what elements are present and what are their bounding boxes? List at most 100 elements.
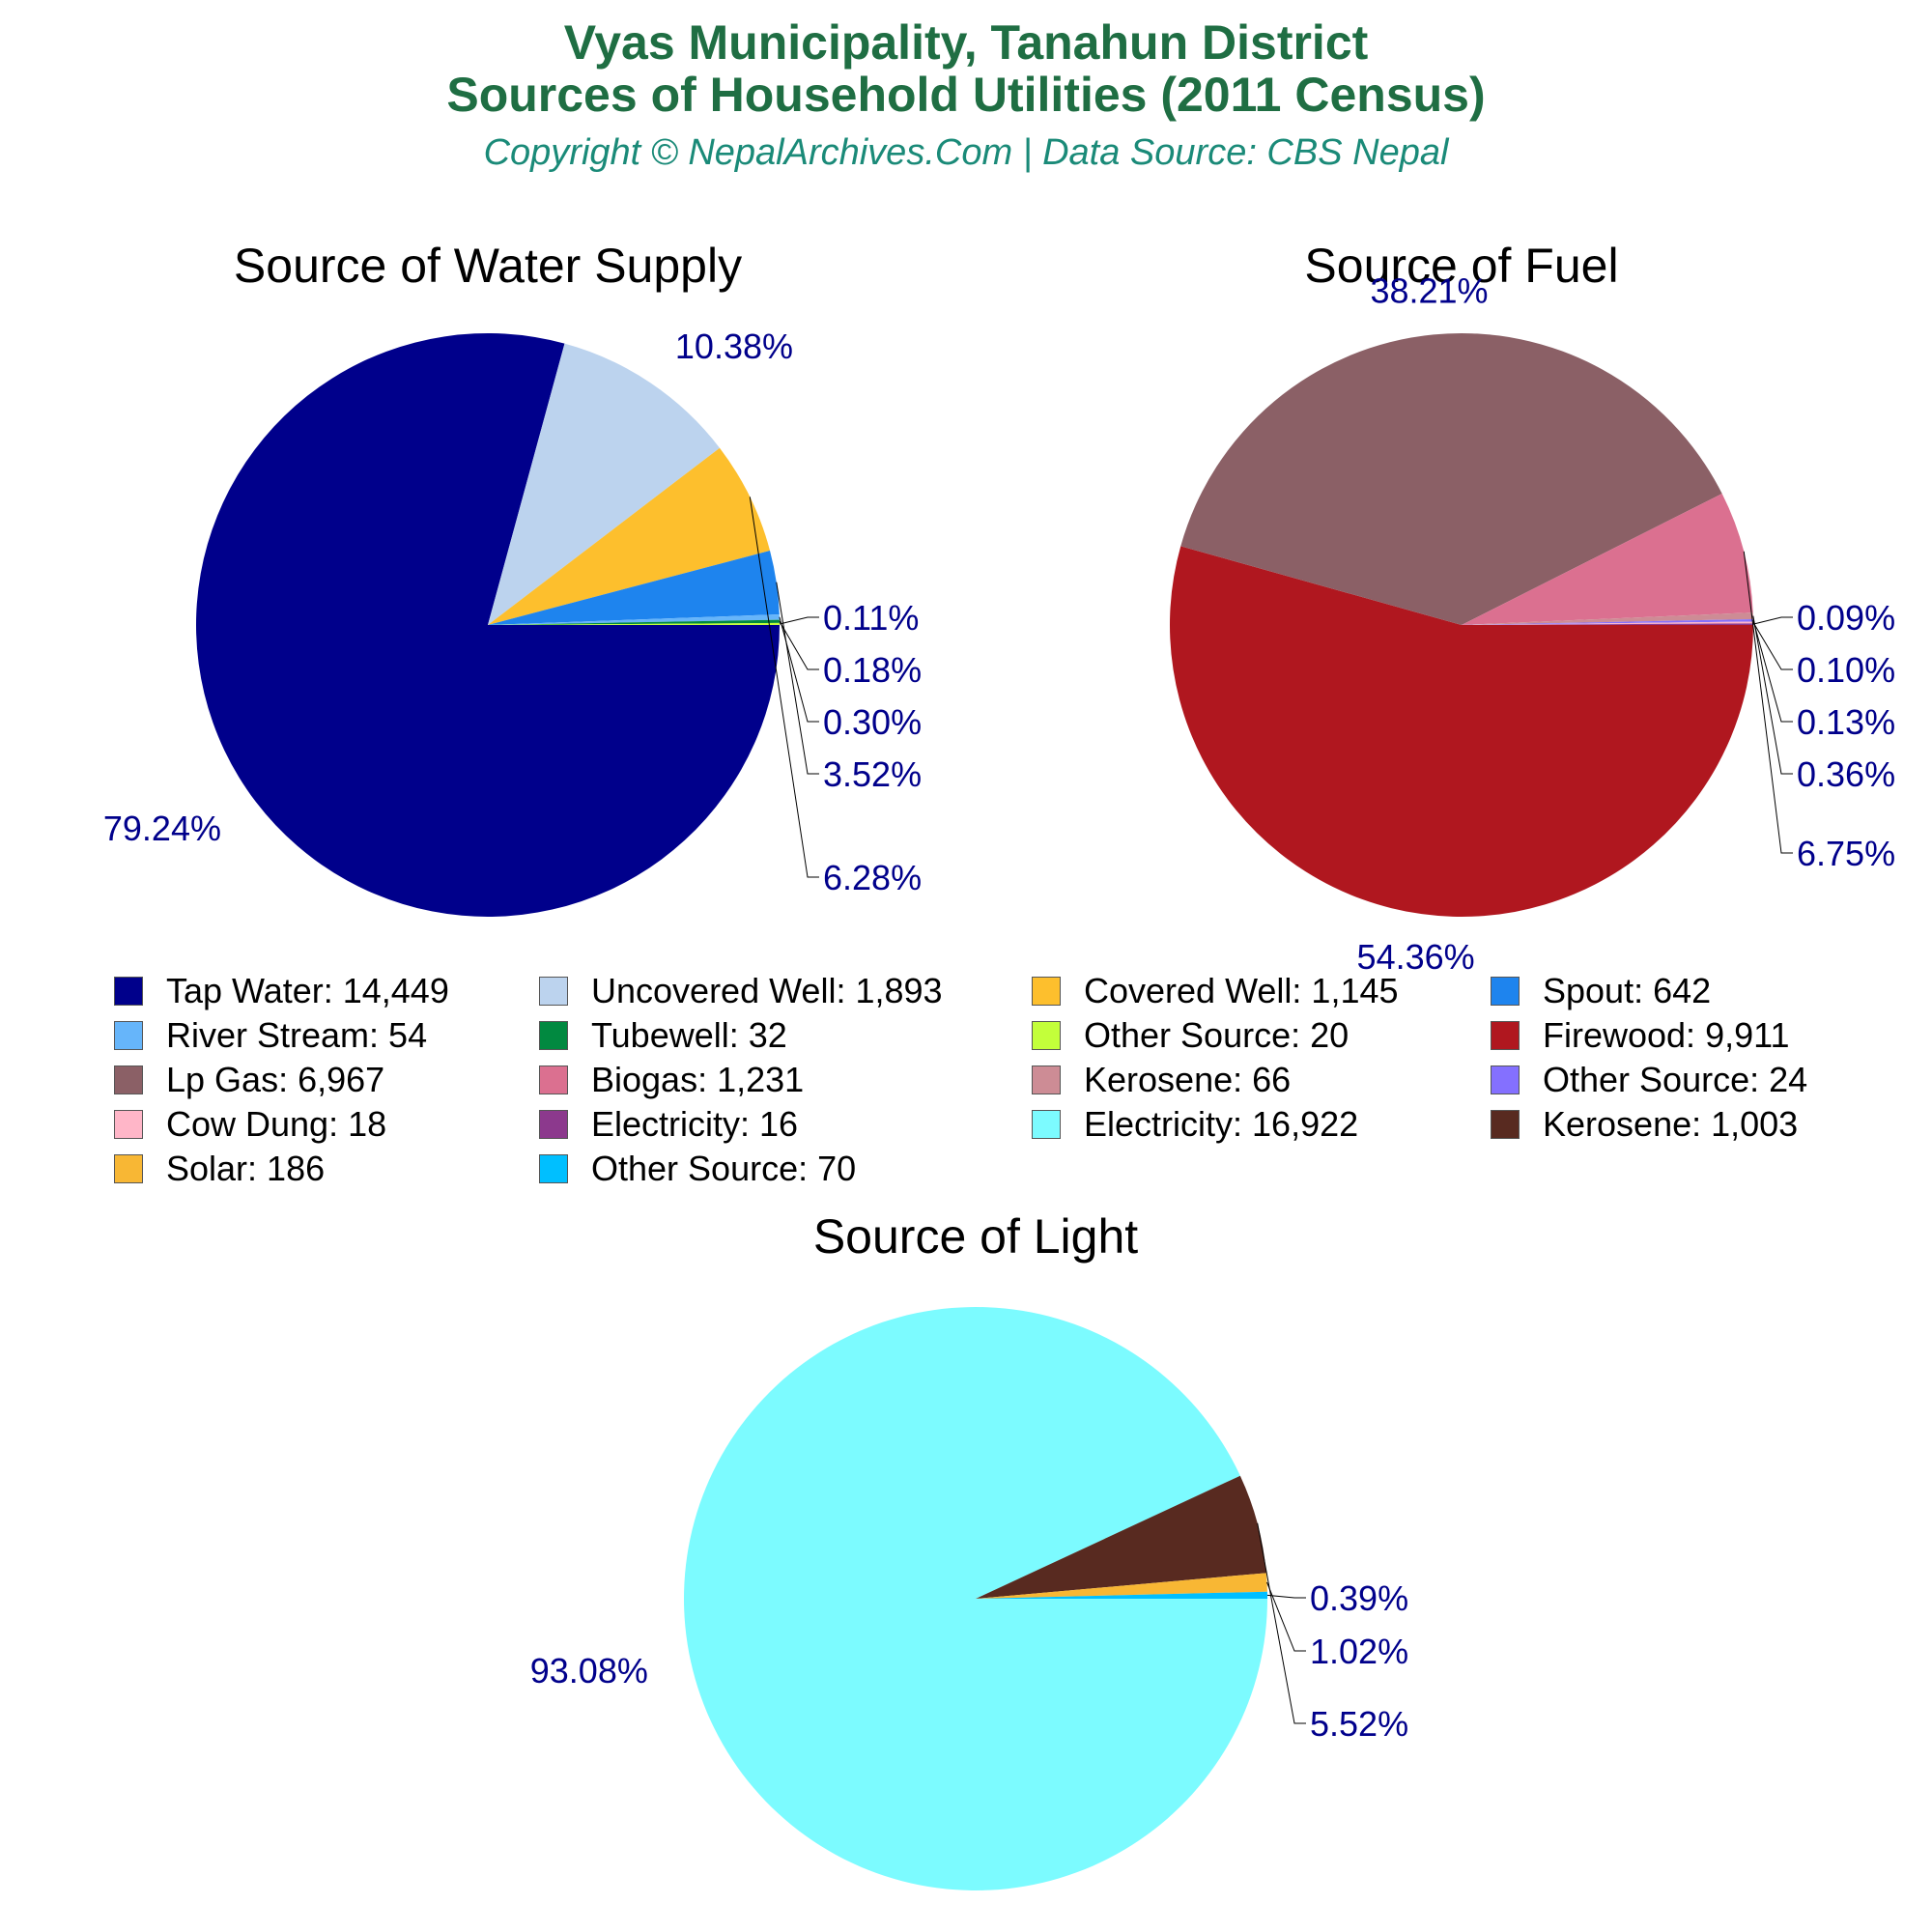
slice-percent-label: 5.52%: [1310, 1704, 1408, 1744]
leader-line: [1752, 622, 1793, 670]
pie-slice-biogas: [1462, 494, 1753, 625]
leader-line: [779, 616, 819, 723]
leader-line: [779, 616, 819, 625]
pie-slice-firewood: [1169, 546, 1753, 918]
pie-title: Source of Water Supply: [234, 239, 742, 293]
legend-item: Lp Gas: 6,967: [114, 1059, 384, 1101]
legend-label: Other Source: 24: [1543, 1060, 1808, 1099]
pie-slice-cow-dung: [1462, 621, 1753, 625]
slice-percent-label: 79.24%: [103, 809, 221, 848]
pie-slice-tubewell: [488, 619, 780, 625]
pie-title: Source of Light: [813, 1209, 1138, 1264]
leader-line: [776, 582, 819, 775]
legend-swatch: [114, 1154, 143, 1183]
legend-label: Other Source: 20: [1084, 1015, 1350, 1055]
pie-slice-other-source: [976, 1591, 1267, 1599]
slice-percent-label: 0.09%: [1797, 598, 1895, 638]
legend-item: Electricity: 16,922: [1032, 1103, 1358, 1146]
legend-item: River Stream: 54: [114, 1014, 427, 1057]
legend-swatch: [1032, 1065, 1061, 1094]
legend-label: Cow Dung: 18: [166, 1104, 387, 1144]
legend-swatch: [1032, 1110, 1061, 1139]
legend-label: Electricity: 16: [591, 1104, 799, 1144]
pie-slice-spout: [488, 551, 780, 625]
legend-label: Spout: 642: [1543, 971, 1712, 1010]
legend-swatch: [539, 1110, 568, 1139]
legend-label: Solar: 186: [166, 1149, 326, 1188]
leader-line: [779, 621, 819, 670]
pie-slice-other-source: [488, 622, 780, 625]
slice-percent-label: 3.52%: [823, 754, 922, 794]
legend-label: Kerosene: 1,003: [1543, 1104, 1799, 1144]
legend-swatch: [1032, 977, 1061, 1006]
legend-swatch: [539, 977, 568, 1006]
slice-percent-label: 93.08%: [530, 1651, 648, 1690]
legend-item: Tap Water: 14,449: [114, 970, 449, 1012]
legend-swatch: [539, 1065, 568, 1094]
legend-swatch: [114, 1021, 143, 1050]
slice-percent-label: 1.02%: [1310, 1632, 1408, 1671]
legend-swatch: [539, 1154, 568, 1183]
chart-title-line-1: Vyas Municipality, Tanahun District: [563, 15, 1369, 70]
legend-item: Biogas: 1,231: [539, 1059, 804, 1101]
legend-label: Covered Well: 1,145: [1084, 971, 1399, 1010]
chart-subtitle: Copyright © NepalArchives.Com | Data Sou…: [483, 132, 1449, 173]
pie-slice-other-source: [1462, 618, 1753, 625]
legend-item: Tubewell: 32: [539, 1014, 787, 1057]
legend-swatch: [1491, 1065, 1520, 1094]
pie-slice-electricity: [1462, 623, 1753, 625]
slice-percent-label: 0.30%: [823, 702, 922, 742]
legend-item: Spout: 642: [1491, 970, 1711, 1012]
pie-slice-river-stream: [488, 613, 780, 625]
legend-swatch: [114, 1065, 143, 1094]
pie-slice-solar: [976, 1573, 1267, 1599]
leader-line: [1752, 616, 1793, 625]
legend-swatch: [114, 1110, 143, 1139]
slice-percent-label: 0.39%: [1310, 1578, 1408, 1618]
pie-slice-kerosene: [1462, 612, 1753, 625]
pie-slice-covered-well: [488, 447, 771, 625]
pie-slice-uncovered-well: [488, 343, 721, 625]
legend-item: Other Source: 24: [1491, 1059, 1807, 1101]
slice-percent-label: 38.21%: [1370, 270, 1488, 310]
slice-percent-label: 10.38%: [675, 327, 793, 366]
legend-item: Kerosene: 66: [1032, 1059, 1291, 1101]
pie-slice-lp-gas: [1180, 333, 1722, 625]
pie-chart-1: Source of Water Supply 79.24% 10.38% 6.28% 3…: [103, 239, 922, 917]
leader-line: [1743, 551, 1793, 854]
legend-label: Electricity: 16,922: [1084, 1104, 1359, 1144]
pie-title: Source of Fuel: [1304, 239, 1618, 293]
legend-label: Tubewell: 32: [591, 1015, 787, 1055]
legend-item: Other Source: 70: [539, 1148, 856, 1190]
pie-chart-2: Source of Fuel 54.36% 38.21% 6.75% 0.36% 0.13…: [1169, 239, 1895, 977]
legend-label: Lp Gas: 6,967: [166, 1060, 385, 1099]
leader-line: [1752, 615, 1793, 775]
legend-label: Firewood: 9,911: [1543, 1015, 1790, 1055]
legend-label: Tap Water: 14,449: [166, 971, 449, 1010]
leader-line: [1266, 1581, 1306, 1652]
slice-percent-label: 0.11%: [823, 598, 919, 638]
legend-item: Kerosene: 1,003: [1491, 1103, 1798, 1146]
leader-line: [1266, 1594, 1306, 1599]
legend-swatch: [1491, 1021, 1520, 1050]
legend-item: Other Source: 20: [1032, 1014, 1349, 1057]
legend-swatch: [114, 977, 143, 1006]
slice-percent-label: 0.36%: [1797, 754, 1895, 794]
legend-label: Uncovered Well: 1,893: [591, 971, 943, 1010]
legend-swatch: [1032, 1021, 1061, 1050]
legend-swatch: [1491, 1110, 1520, 1139]
legend-label: Biogas: 1,231: [591, 1060, 805, 1099]
slice-percent-label: 54.36%: [1357, 937, 1475, 977]
slice-percent-label: 0.18%: [823, 650, 922, 690]
pie-chart-3: Source of Light 93.08% 5.52% 1.02% 0.39%: [530, 1209, 1408, 1890]
legend-label: River Stream: 54: [166, 1015, 428, 1055]
slice-percent-label: 0.13%: [1797, 702, 1895, 742]
chart-title-line-2: Sources of Household Utilities (2011 Cen…: [446, 68, 1486, 122]
legend-item: Uncovered Well: 1,893: [539, 970, 943, 1012]
legend-item: Solar: 186: [114, 1148, 325, 1190]
slice-percent-label: 0.10%: [1797, 650, 1895, 690]
pie-slice-kerosene: [976, 1475, 1266, 1599]
legend-item: Electricity: 16: [539, 1103, 798, 1146]
legend-swatch: [1491, 977, 1520, 1006]
